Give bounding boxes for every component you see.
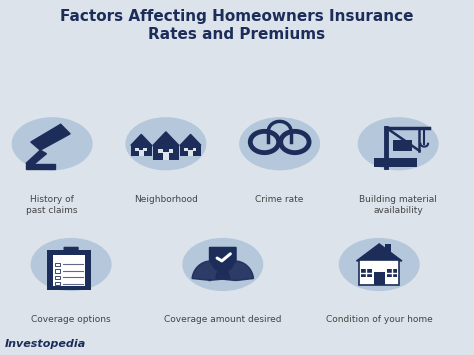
Polygon shape — [26, 164, 55, 169]
FancyBboxPatch shape — [163, 152, 169, 160]
FancyBboxPatch shape — [131, 145, 152, 156]
Polygon shape — [31, 124, 70, 150]
Polygon shape — [216, 261, 254, 280]
Ellipse shape — [339, 239, 419, 290]
FancyBboxPatch shape — [393, 140, 412, 151]
Text: Neighborhood: Neighborhood — [134, 195, 198, 203]
FancyBboxPatch shape — [361, 269, 372, 277]
Polygon shape — [26, 150, 46, 167]
Text: Coverage options: Coverage options — [31, 315, 111, 324]
Text: Investopedia: Investopedia — [5, 339, 86, 349]
Polygon shape — [192, 261, 230, 280]
FancyBboxPatch shape — [169, 149, 173, 153]
FancyBboxPatch shape — [158, 149, 163, 153]
FancyBboxPatch shape — [188, 151, 193, 156]
Ellipse shape — [12, 118, 92, 170]
FancyBboxPatch shape — [180, 145, 201, 156]
FancyBboxPatch shape — [139, 151, 144, 156]
Ellipse shape — [358, 118, 438, 170]
Polygon shape — [153, 132, 179, 146]
FancyBboxPatch shape — [153, 146, 179, 160]
Polygon shape — [210, 247, 236, 274]
Text: Coverage amount desired: Coverage amount desired — [164, 315, 282, 324]
Ellipse shape — [183, 239, 263, 290]
Polygon shape — [131, 135, 152, 145]
FancyBboxPatch shape — [64, 247, 79, 255]
Ellipse shape — [126, 118, 206, 170]
Ellipse shape — [31, 239, 111, 290]
FancyBboxPatch shape — [192, 148, 196, 151]
Text: Crime rate: Crime rate — [255, 195, 304, 203]
Text: History of
past claims: History of past claims — [27, 195, 78, 215]
FancyBboxPatch shape — [143, 148, 147, 151]
FancyBboxPatch shape — [385, 244, 391, 256]
Polygon shape — [180, 135, 201, 145]
FancyBboxPatch shape — [374, 272, 385, 285]
Polygon shape — [356, 244, 402, 261]
FancyBboxPatch shape — [47, 250, 91, 290]
FancyBboxPatch shape — [359, 260, 399, 285]
Text: Building material
availability: Building material availability — [359, 195, 437, 215]
FancyBboxPatch shape — [53, 255, 85, 286]
Text: Factors Affecting Homeowners Insurance
Rates and Premiums: Factors Affecting Homeowners Insurance R… — [60, 9, 414, 42]
Ellipse shape — [240, 118, 319, 170]
FancyBboxPatch shape — [135, 148, 138, 151]
FancyBboxPatch shape — [374, 158, 417, 167]
FancyBboxPatch shape — [387, 269, 397, 277]
Text: Condition of your home: Condition of your home — [326, 315, 433, 324]
FancyBboxPatch shape — [184, 148, 188, 151]
